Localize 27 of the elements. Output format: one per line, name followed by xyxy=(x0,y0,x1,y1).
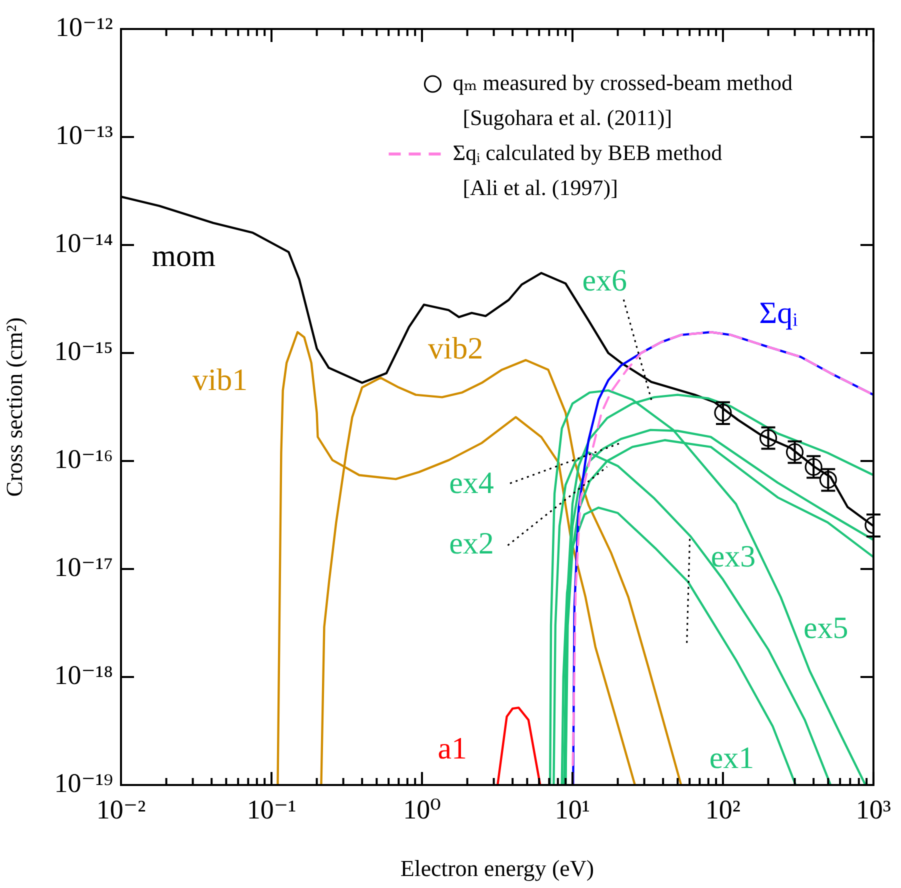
y-tick-label: 10⁻¹² xyxy=(56,12,113,42)
series-label: ex5 xyxy=(803,610,848,646)
series-label: a1 xyxy=(438,730,468,766)
x-tick-label: 10³ xyxy=(856,794,892,824)
y-tick-label: 10⁻¹⁶ xyxy=(54,444,113,474)
series-label: vib1 xyxy=(192,362,248,398)
legend-label: qₘ measured by crossed-beam method [Sugohara et al. (2011)] xyxy=(452,70,792,130)
y-tick-label: 10⁻¹⁷ xyxy=(54,552,113,582)
x-tick-label: 10¹ xyxy=(554,794,590,824)
y-tick-label: 10⁻¹³ xyxy=(56,120,113,150)
series-label: mom xyxy=(152,238,216,274)
text: ex6 xyxy=(582,262,628,298)
y-axis-title: Cross section (cm²) xyxy=(2,317,27,497)
text: ex4 xyxy=(449,465,494,500)
x-tick-label: 10⁻¹ xyxy=(246,794,296,824)
series-label: ex3 xyxy=(710,538,756,574)
y-tick-label: 10⁻¹⁵ xyxy=(54,336,113,366)
x-axis-title: Electron energy (eV) xyxy=(400,856,594,882)
series-label: vib2 xyxy=(428,330,484,366)
legend-label: Σqᵢ calculated by BEB method [Ali et al. (1997)] xyxy=(452,140,722,200)
text: ex2 xyxy=(449,525,494,560)
x-tick-label: 10² xyxy=(705,794,741,824)
y-tick-label: 10⁻¹⁴ xyxy=(54,228,113,258)
y-tick-label: 10⁻¹⁸ xyxy=(54,660,113,690)
x-tick-label: 10⁰ xyxy=(403,794,442,824)
series-label: ex1 xyxy=(709,740,754,776)
series-label: Σqᵢ xyxy=(759,294,798,330)
